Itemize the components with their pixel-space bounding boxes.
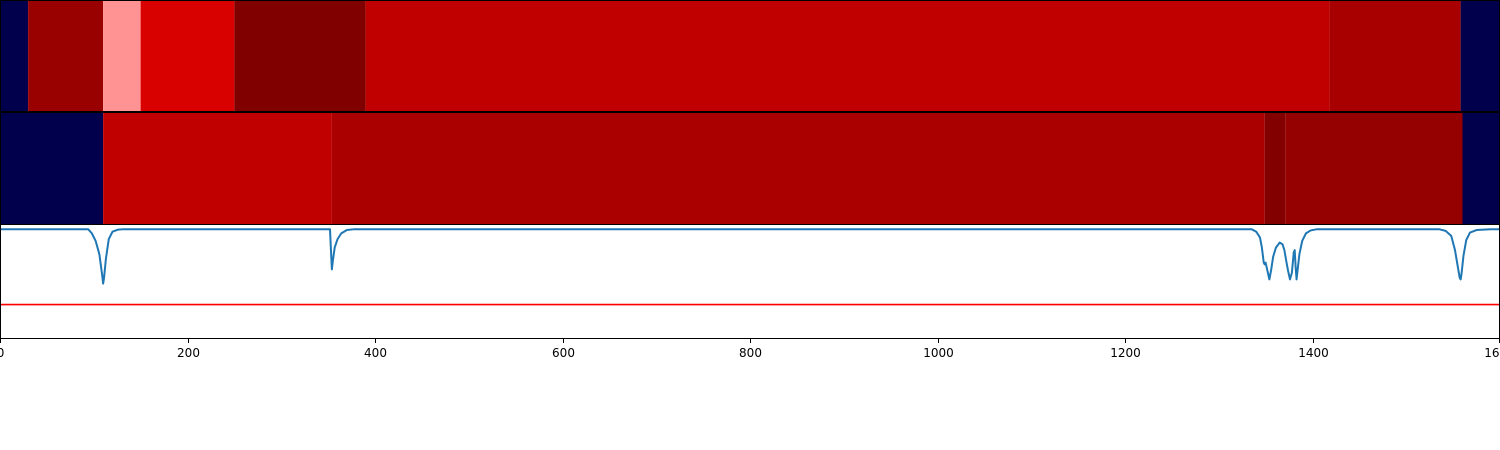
- x-tick-label-0: 0: [0, 346, 4, 360]
- x-tick-label-1400: 1400: [1298, 346, 1329, 360]
- heatmap-row-1-cell-1: [28, 1, 104, 112]
- line-panel: [0, 225, 1500, 339]
- heatmap-row-1: [0, 0, 1500, 112]
- x-tick-label-1000: 1000: [923, 346, 954, 360]
- line-panel-background: [0, 225, 1500, 338]
- heatmap-row-2-cell-1: [103, 113, 332, 225]
- heatmap-row-2-cell-5: [1462, 113, 1500, 225]
- x-tick-label-600: 600: [552, 346, 575, 360]
- heatmap-row-1-cell-3: [140, 1, 235, 112]
- x-tick-label-800: 800: [739, 346, 762, 360]
- x-tick-label-1600: 1600: [1484, 346, 1500, 360]
- x-axis: 0 200 400 600 800 1000 1200 1400 1600: [0, 338, 1500, 360]
- heatmap-row-2-cell-4: [1285, 113, 1463, 225]
- heatmap-row-2-cell-2: [331, 113, 1265, 225]
- heatmap-row-2-cell-3: [1264, 113, 1286, 225]
- x-tick-label-1200: 1200: [1110, 346, 1141, 360]
- heatmap-row-1-cell-4: [234, 1, 366, 112]
- x-tick-label-200: 200: [177, 346, 200, 360]
- heatmap-row-2: [0, 112, 1500, 225]
- heatmap-row-1-cell-2: [103, 1, 141, 112]
- heatmap-row-1-cell-6: [1329, 1, 1461, 112]
- signal-series-line-0: [0, 228, 1500, 285]
- heatmap-row-1-cell-7: [1460, 1, 1500, 112]
- heatmap-row-1-cell-0: [0, 1, 29, 112]
- heatmap-row-2-cell-0: [0, 113, 104, 225]
- x-tick-label-400: 400: [364, 346, 387, 360]
- heatmap-row-1-cell-5: [365, 1, 1330, 112]
